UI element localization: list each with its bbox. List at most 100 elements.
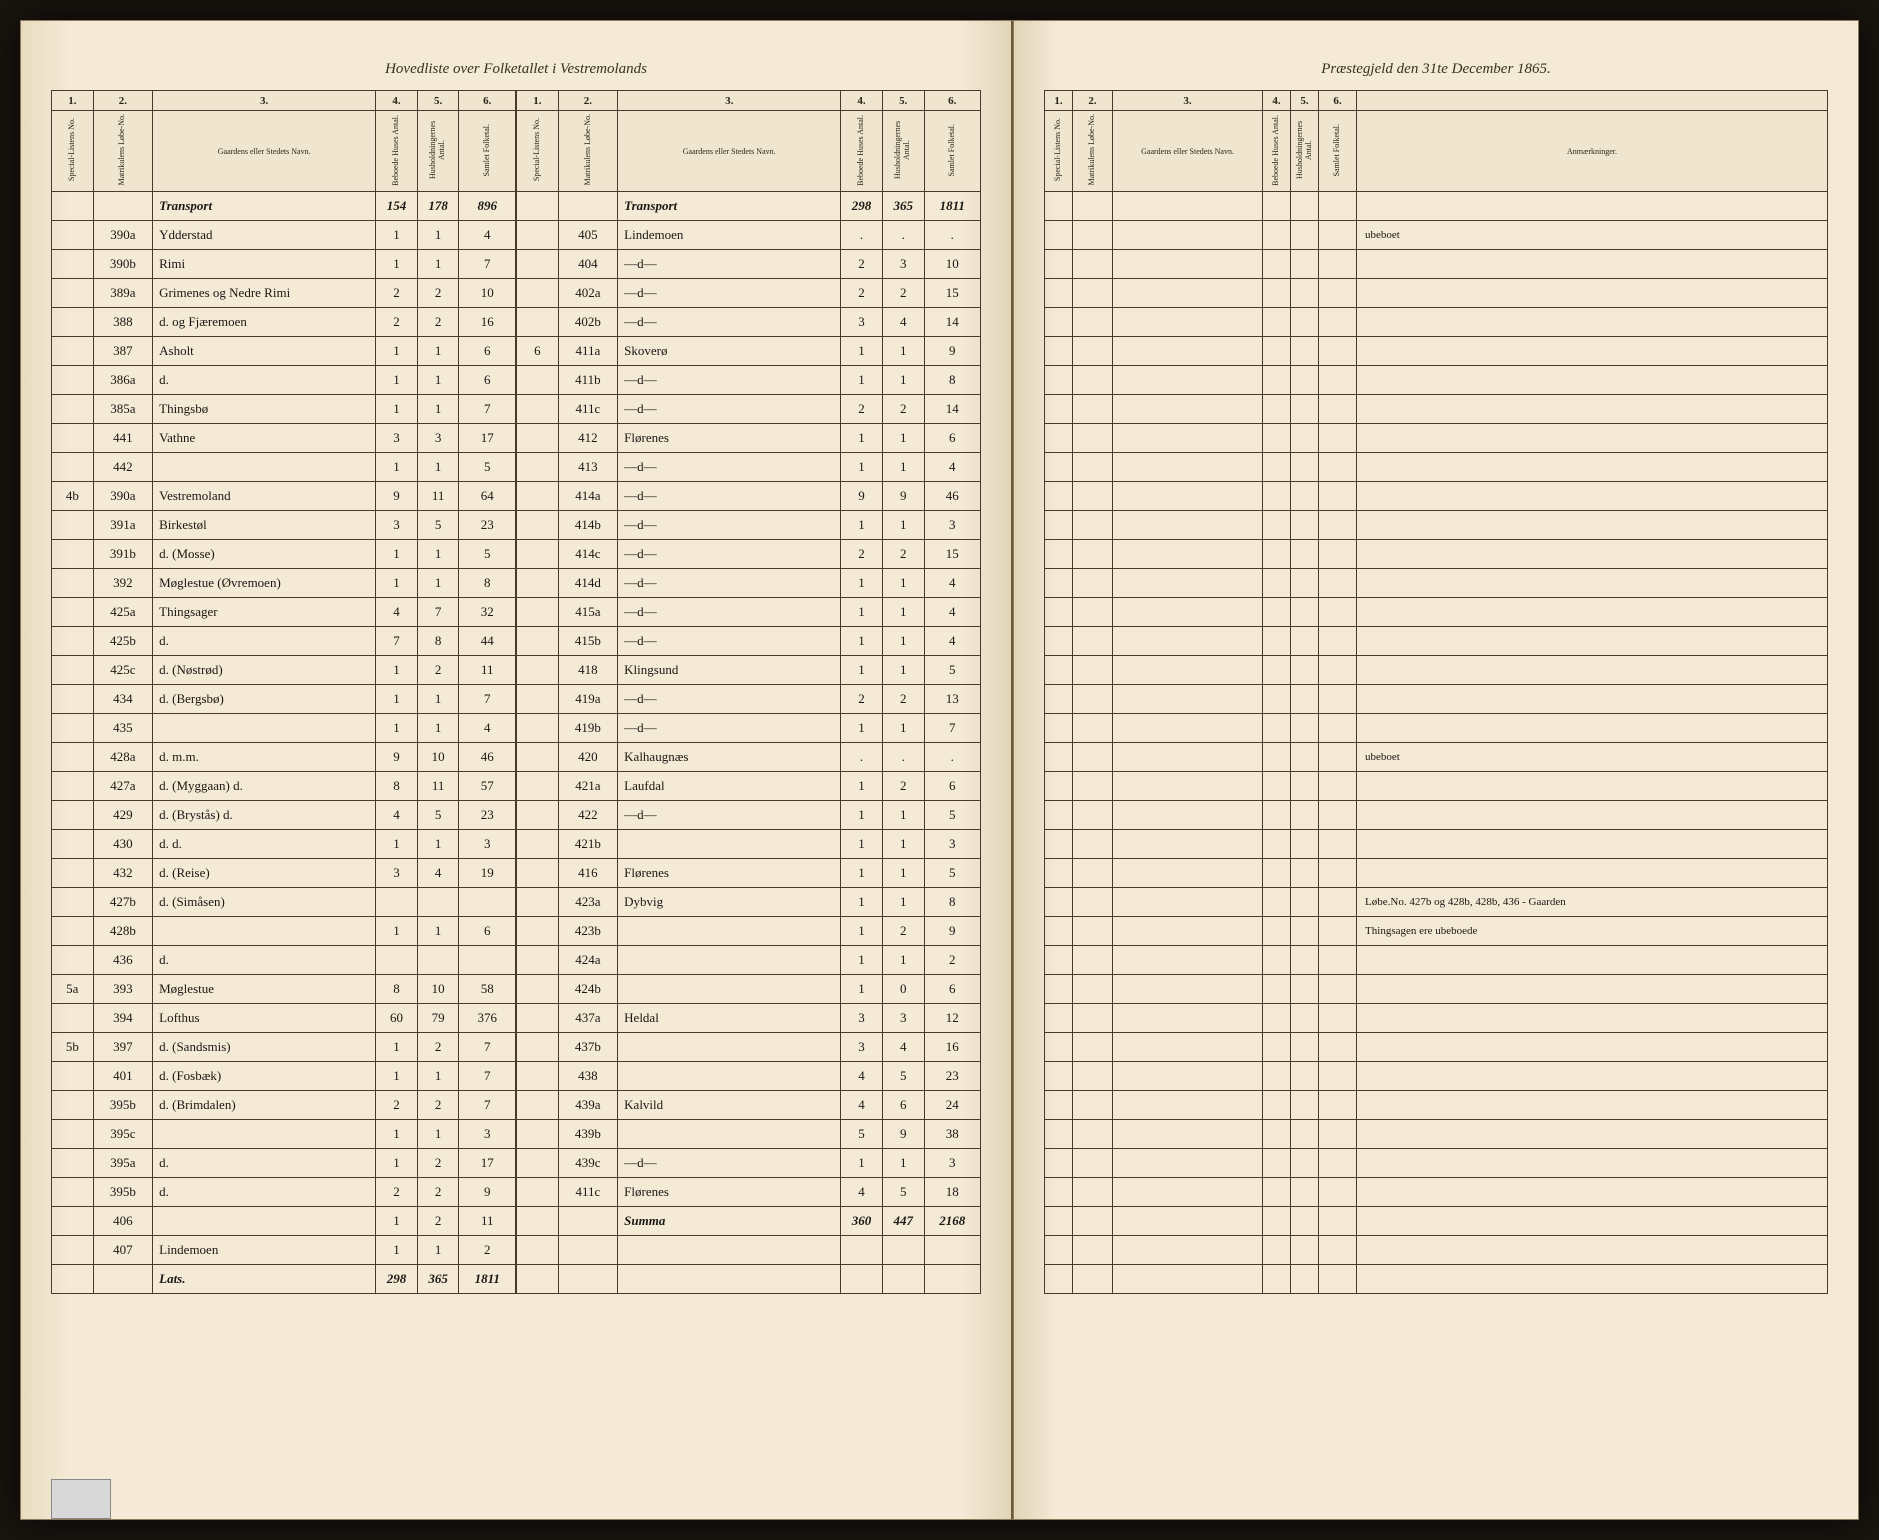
cell: 424a	[558, 946, 617, 975]
cell	[52, 946, 94, 975]
cell	[52, 1091, 94, 1120]
cell	[1073, 1236, 1113, 1265]
cell	[1045, 540, 1073, 569]
cell	[1073, 685, 1113, 714]
table-row: Summa3604472168	[517, 1207, 981, 1236]
table-row: 413—d—114	[517, 453, 981, 482]
table-row	[1045, 1004, 1828, 1033]
table-row	[1045, 482, 1828, 511]
cell: d. (Simåsen)	[153, 888, 376, 917]
cell	[1113, 888, 1263, 917]
cell: 4	[924, 453, 981, 482]
cell	[1073, 1004, 1113, 1033]
cell: 1	[417, 395, 459, 424]
cell	[1073, 1149, 1113, 1178]
table-row: Transport154178896	[52, 192, 516, 221]
cell: 429	[93, 801, 152, 830]
cell	[1263, 975, 1291, 1004]
cell	[52, 1149, 94, 1178]
cell: —d—	[618, 482, 841, 511]
table-row	[1045, 250, 1828, 279]
cell: 46	[459, 743, 516, 772]
cell	[1319, 337, 1357, 366]
cell: 422	[558, 801, 617, 830]
cell: 1	[882, 859, 924, 888]
cell: 420	[558, 743, 617, 772]
cell	[1291, 1033, 1319, 1062]
remarks-cell	[1357, 308, 1828, 337]
cell: 395c	[93, 1120, 152, 1149]
cell	[1045, 453, 1073, 482]
cell: 7	[459, 685, 516, 714]
cell	[1045, 1062, 1073, 1091]
cell: 79	[417, 1004, 459, 1033]
cell: 447	[882, 1207, 924, 1236]
cell	[1291, 1265, 1319, 1294]
cell: Asholt	[153, 337, 376, 366]
remarks-cell: Løbe.No. 427b og 428b, 428b, 436 - Gaard…	[1357, 888, 1828, 917]
cell	[1319, 366, 1357, 395]
table-row	[1045, 1062, 1828, 1091]
cell: 10	[459, 279, 516, 308]
remarks-cell	[1357, 1033, 1828, 1062]
remarks-cell	[1357, 424, 1828, 453]
cell: 407	[93, 1236, 152, 1265]
thumbnail-overlay	[51, 1479, 111, 1519]
cell: 2	[417, 308, 459, 337]
cell: 18	[924, 1178, 981, 1207]
cell	[1113, 279, 1263, 308]
cell: 5	[924, 656, 981, 685]
cell: 1	[841, 598, 883, 627]
cell	[52, 221, 94, 250]
cell: 3	[841, 308, 883, 337]
cell	[1073, 1033, 1113, 1062]
cell	[1045, 627, 1073, 656]
cell: 5b	[52, 1033, 94, 1062]
cell: 7	[376, 627, 418, 656]
cell	[517, 627, 559, 656]
cell: 3	[376, 424, 418, 453]
cell: 6	[459, 337, 516, 366]
cell: .	[924, 221, 981, 250]
cell: 11	[459, 656, 516, 685]
cell: 7	[459, 395, 516, 424]
cell	[517, 946, 559, 975]
cell: 406	[93, 1207, 152, 1236]
table-row	[1045, 830, 1828, 859]
cell	[1263, 627, 1291, 656]
table-row	[1045, 569, 1828, 598]
cell	[618, 1033, 841, 1062]
cell	[1291, 598, 1319, 627]
cell	[52, 308, 94, 337]
cell: 1	[841, 830, 883, 859]
cell: Summa	[618, 1207, 841, 1236]
cell: 24	[924, 1091, 981, 1120]
cell: 4	[924, 569, 981, 598]
cell	[52, 1004, 94, 1033]
cell	[1045, 308, 1073, 337]
cell	[1319, 569, 1357, 598]
cell	[1113, 1004, 1263, 1033]
colhdr-5: Husholdningernes Antal.	[417, 111, 459, 192]
cell: 1	[376, 656, 418, 685]
cell: 438	[558, 1062, 617, 1091]
table-row: 415a—d—114	[517, 598, 981, 627]
table-row: 414c—d—2215	[517, 540, 981, 569]
cell	[459, 946, 516, 975]
cell: 1	[417, 569, 459, 598]
remarks-cell	[1357, 1149, 1828, 1178]
table-row: 422—d—115	[517, 801, 981, 830]
cell: 423a	[558, 888, 617, 917]
table-row: 391aBirkestøl3523	[52, 511, 516, 540]
cell: 434	[93, 685, 152, 714]
cell: Kalvild	[618, 1091, 841, 1120]
cell: 414d	[558, 569, 617, 598]
cell: 3	[459, 830, 516, 859]
cell: 1	[376, 1033, 418, 1062]
cell	[1045, 337, 1073, 366]
cell	[1319, 1207, 1357, 1236]
table-row: 421aLaufdal126	[517, 772, 981, 801]
table-row: 395ad.1217	[52, 1149, 516, 1178]
colnum-1: 1.	[52, 91, 94, 111]
cell: 3	[924, 1149, 981, 1178]
